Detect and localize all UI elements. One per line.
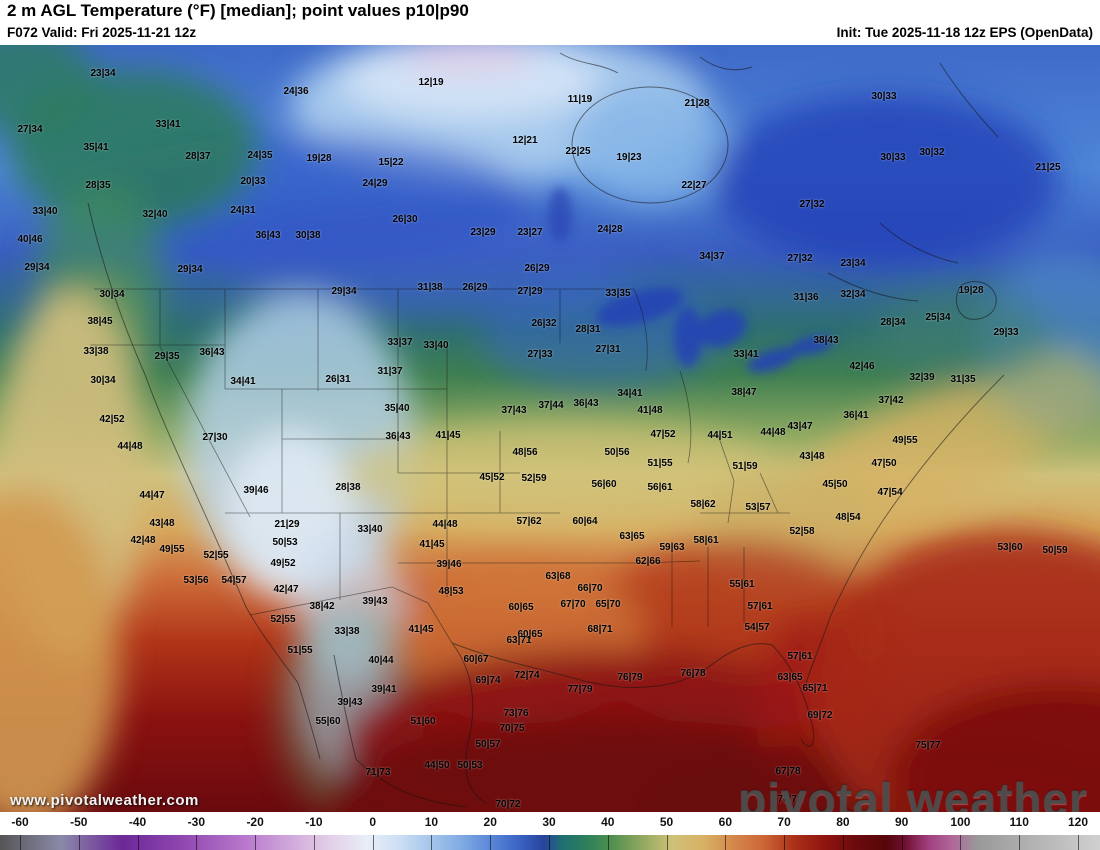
colorbar-tick-label: 0	[369, 815, 376, 829]
colorbar-tick-label: 80	[836, 815, 850, 829]
colorbar-tick-label: -40	[128, 815, 147, 829]
colorbar-tick-label: 90	[894, 815, 909, 829]
colorbar-tick-mark	[784, 835, 786, 850]
colorbar-tick-mark	[431, 835, 433, 850]
colorbar-tick-label: 30	[542, 815, 556, 829]
colorbar-tick-label: -30	[187, 815, 205, 829]
colorbar-tick-mark	[725, 835, 727, 850]
colorbar-tick-mark	[78, 835, 80, 850]
colorbar-tick-label: 60	[718, 815, 733, 829]
colorbar-tick-label: 100	[950, 815, 971, 829]
colorbar-tick-label: 70	[777, 815, 791, 829]
colorbar-tick-label: -10	[305, 815, 323, 829]
colorbar-tick-mark	[313, 835, 315, 850]
colorbar-tick-mark	[842, 835, 844, 850]
colorbar-tick-label: 50	[659, 815, 674, 829]
lakes	[548, 187, 834, 373]
init-label: Init: Tue 2025-11-18 12z EPS (OpenData)	[836, 25, 1093, 40]
forecast-valid-label: F072 Valid: Fri 2025-11-21 12z	[7, 25, 197, 40]
colorbar-tick-label: 110	[1009, 815, 1029, 829]
watermark-url: www.pivotalweather.com	[10, 792, 199, 809]
colorbar-gradient	[0, 835, 1100, 850]
colorbar-ticks: -60 -50 -40 -30 -20 -10 0 10 20 30 40 50 60 70 80 90 100…	[0, 812, 1100, 833]
coastlines	[87, 52, 1005, 808]
colorbar-tick-mark	[490, 835, 492, 850]
colorbar-tick-mark	[137, 835, 139, 850]
colorbar-tick-label: 120	[1067, 815, 1089, 829]
colorbar-tick-label: 10	[424, 815, 439, 829]
colorbar-tick-mark	[666, 835, 668, 850]
colorbar-tick-label: 40	[601, 815, 615, 829]
state-borders	[90, 288, 790, 644]
temperature-blobs	[0, 45, 1100, 812]
colorbar-tick-mark	[255, 835, 257, 850]
temperature-map	[0, 45, 1100, 812]
colorbar-tick-label: 20	[483, 815, 497, 829]
colorbar-tick-mark	[196, 835, 198, 850]
colorbar-tick-label: -60	[11, 815, 29, 829]
colorbar-tick-mark	[901, 835, 903, 850]
colorbar-tick-mark	[960, 835, 962, 850]
colorbar-tick-label: -50	[70, 815, 88, 829]
colorbar-tick-mark	[1019, 835, 1021, 850]
header: 2 m AGL Temperature (°F) [median]; point…	[0, 0, 1100, 45]
colorbar-tick-mark	[20, 835, 21, 850]
colorbar: -60 -50 -40 -30 -20 -10 0 10 20 30 40 50 60 70 80 90 100…	[0, 812, 1100, 850]
colorbar-tick-mark	[549, 835, 550, 850]
colorbar-tick-mark	[372, 835, 374, 850]
colorbar-tick-mark	[607, 835, 609, 850]
page-title: 2 m AGL Temperature (°F) [median]; point…	[7, 1, 469, 20]
temperature-field-svg	[0, 45, 1100, 812]
colorbar-tick-label: -20	[246, 815, 264, 829]
colorbar-tick-mark	[1078, 835, 1079, 850]
